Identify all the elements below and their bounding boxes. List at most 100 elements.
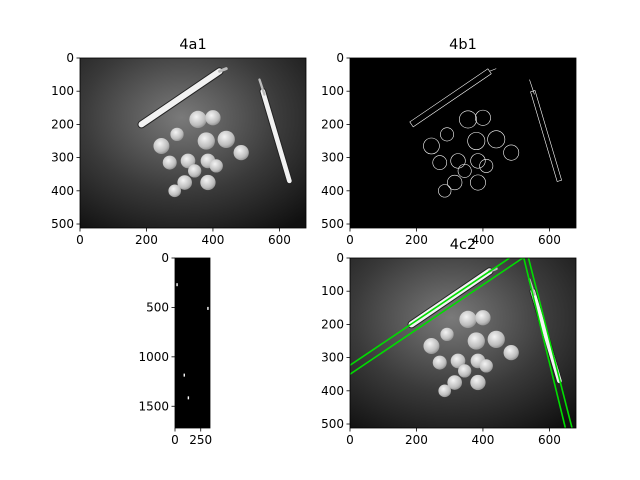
panel-title: 4a1 bbox=[179, 37, 206, 53]
panel-image bbox=[350, 258, 576, 428]
coin bbox=[168, 184, 182, 198]
x-tick-label: 0 bbox=[346, 233, 354, 247]
detected-line bbox=[350, 258, 524, 375]
detected-line bbox=[523, 258, 567, 428]
coin bbox=[180, 153, 196, 169]
coin-edge bbox=[459, 110, 477, 129]
y-tick-label: 0 bbox=[336, 251, 344, 265]
pen-tip bbox=[258, 78, 266, 96]
y-tick-label: 300 bbox=[321, 151, 344, 165]
coin-edge bbox=[470, 174, 486, 191]
detected-line bbox=[350, 258, 510, 366]
x-tick-label: 0 bbox=[171, 433, 179, 447]
coin bbox=[189, 110, 207, 129]
x-tick-label: 200 bbox=[405, 233, 428, 247]
pen-tip-edge bbox=[489, 68, 497, 72]
y-tick-label: 100 bbox=[321, 284, 344, 298]
y-tick-label: 200 bbox=[51, 117, 74, 131]
coin bbox=[487, 330, 505, 348]
coin bbox=[459, 310, 477, 329]
coin bbox=[475, 310, 491, 326]
coin bbox=[233, 144, 249, 161]
coin-edge bbox=[470, 153, 486, 169]
y-tick-label: 100 bbox=[321, 84, 344, 98]
pen bbox=[138, 68, 223, 128]
y-tick-label: 500 bbox=[321, 417, 344, 431]
x-tick-label: 250 bbox=[189, 433, 212, 447]
axes-frame bbox=[349, 257, 577, 429]
x-tick-label: 600 bbox=[538, 233, 561, 247]
y-tick-label: 500 bbox=[146, 300, 169, 314]
coin bbox=[197, 132, 215, 150]
coin bbox=[450, 353, 466, 369]
axes-frame bbox=[174, 257, 211, 429]
panel-2: 0 200 400 600 0 100 200 300 400 500 4b1 bbox=[321, 37, 577, 247]
x-tick-label: 400 bbox=[471, 433, 494, 447]
coin bbox=[432, 355, 447, 370]
coin bbox=[162, 155, 177, 170]
pen bbox=[260, 88, 292, 184]
coin bbox=[447, 375, 463, 390]
accumulator-background bbox=[175, 258, 210, 428]
x-tick-label: 0 bbox=[346, 433, 354, 447]
y-tick-label: 400 bbox=[51, 184, 74, 198]
coin bbox=[479, 359, 493, 373]
y-tick-label: 100 bbox=[51, 84, 74, 98]
coin bbox=[467, 332, 485, 350]
coin-edge bbox=[457, 163, 472, 178]
y-tick-label: 200 bbox=[321, 117, 344, 131]
coin-edge bbox=[447, 174, 463, 191]
coin bbox=[170, 127, 184, 142]
coin bbox=[440, 327, 454, 342]
y-tick-label: 500 bbox=[51, 217, 74, 231]
y-tick-label: 0 bbox=[161, 251, 169, 265]
axes-frame bbox=[79, 57, 307, 229]
coin-edge bbox=[432, 155, 448, 170]
coin bbox=[205, 110, 221, 126]
panel-image bbox=[80, 58, 306, 228]
pen-edge bbox=[409, 68, 492, 128]
edge-background bbox=[350, 58, 576, 228]
y-tick-label: 0 bbox=[336, 51, 344, 65]
photo-background bbox=[80, 58, 306, 228]
y-tick-label: 1500 bbox=[138, 399, 169, 413]
y-tick-label: 300 bbox=[321, 351, 344, 365]
y-tick-label: 400 bbox=[321, 184, 344, 198]
coin bbox=[503, 344, 519, 361]
coin-edge bbox=[423, 137, 440, 155]
y-tick-label: 400 bbox=[321, 384, 344, 398]
panel-image bbox=[350, 58, 576, 228]
coin-edge bbox=[479, 158, 494, 173]
coin-edge bbox=[440, 127, 454, 142]
y-tick-label: 300 bbox=[51, 151, 74, 165]
axes-frame bbox=[349, 57, 577, 229]
detected-line bbox=[527, 258, 573, 428]
coin bbox=[153, 138, 170, 154]
pen bbox=[530, 288, 562, 384]
panel-4: 0 200 400 600 0 100 200 300 400 500 4c2 bbox=[321, 237, 577, 447]
coin bbox=[209, 159, 223, 173]
y-tick-label: 1000 bbox=[138, 350, 169, 364]
coin bbox=[458, 364, 472, 378]
x-tick-label: 200 bbox=[135, 233, 158, 247]
coin-edge bbox=[474, 109, 491, 126]
panel-title: 4c2 bbox=[450, 237, 476, 253]
pen-tip-edge bbox=[529, 79, 535, 95]
coin bbox=[470, 374, 486, 391]
coin bbox=[200, 174, 216, 191]
coin bbox=[217, 130, 235, 148]
coin-edge bbox=[467, 132, 486, 150]
coin-edge bbox=[450, 153, 466, 169]
x-tick-label: 200 bbox=[405, 433, 428, 447]
x-tick-label: 600 bbox=[268, 233, 291, 247]
panel-title: 4b1 bbox=[449, 37, 477, 53]
x-tick-label: 400 bbox=[201, 233, 224, 247]
panel-3: 0 250 0 500 1000 1500 bbox=[138, 251, 212, 447]
accumulator-peak bbox=[183, 373, 185, 377]
accumulator-peak bbox=[176, 283, 178, 287]
coin bbox=[438, 384, 452, 398]
y-tick-label: 200 bbox=[321, 317, 344, 331]
coin-edge bbox=[438, 184, 452, 198]
y-tick-label: 0 bbox=[66, 51, 74, 65]
